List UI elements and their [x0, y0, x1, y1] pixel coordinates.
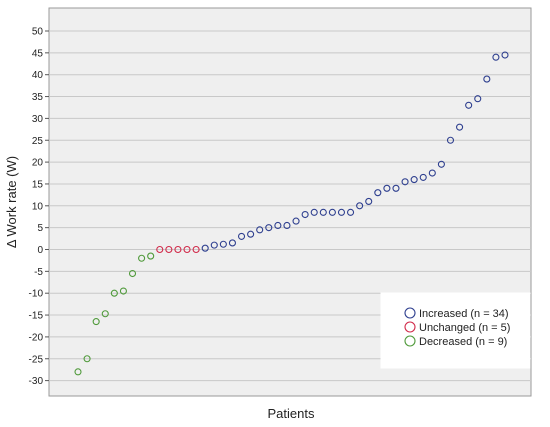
data-point: [156, 245, 164, 254]
data-point: [147, 252, 155, 260]
legend: Increased (n = 34) Unchanged (n = 5) Decre…: [380, 292, 531, 369]
data-point: [74, 368, 82, 376]
data-points: [74, 51, 509, 376]
data-point: [228, 239, 236, 247]
legend-marker: [404, 335, 416, 347]
data-point: [165, 245, 173, 254]
legend-label: Increased (n = 34): [419, 308, 509, 320]
data-point: [356, 202, 364, 210]
data-point: [247, 230, 255, 238]
data-point: [501, 51, 509, 59]
y-tick-label: 15: [32, 179, 44, 190]
legend-label: Decreased (n = 9): [419, 336, 507, 348]
y-tick-label: 50: [32, 27, 44, 38]
data-point: [410, 176, 418, 184]
legend-marker: [404, 321, 416, 333]
y-tick-label: -10: [29, 289, 44, 300]
data-point: [483, 75, 491, 83]
y-axis-title: Δ Work rate (W): [4, 156, 19, 248]
data-point: [138, 254, 146, 262]
data-point: [337, 208, 346, 216]
data-point: [419, 173, 427, 181]
data-point: [237, 232, 246, 240]
y-tick-label: 40: [32, 70, 44, 81]
legend-label: Unchanged (n = 5): [419, 322, 510, 334]
legend-marker: [404, 307, 416, 319]
data-point: [83, 355, 91, 363]
data-point: [383, 184, 391, 192]
data-point: [256, 226, 264, 234]
y-tick-label: -15: [29, 311, 44, 322]
data-point: [301, 210, 309, 219]
data-point: [174, 245, 182, 254]
data-point: [110, 289, 118, 297]
data-point: [310, 208, 318, 216]
data-point: [128, 269, 137, 278]
data-point: [328, 208, 336, 216]
y-tick-label: 0: [37, 245, 43, 256]
grid: [49, 30, 531, 382]
data-point: [183, 245, 191, 254]
y-tick-label: 5: [37, 223, 43, 234]
data-point: [283, 221, 291, 230]
data-point: [192, 245, 200, 254]
data-point: [446, 136, 455, 144]
data-point: [265, 224, 273, 232]
data-point: [92, 318, 100, 326]
data-point: [374, 189, 382, 197]
y-tick-label: 35: [32, 92, 44, 103]
data-point: [319, 208, 327, 216]
y-tick-label: -5: [34, 267, 43, 278]
data-point: [219, 240, 227, 248]
data-point: [474, 95, 482, 103]
data-point: [437, 160, 445, 168]
data-point: [465, 101, 473, 109]
data-point: [210, 241, 218, 249]
y-tick-label: 25: [32, 136, 44, 147]
data-point: [392, 184, 400, 192]
data-point: [274, 221, 282, 230]
y-tick-label: -20: [29, 332, 44, 343]
y-tick-label: 20: [32, 158, 44, 169]
y-tick-label: 30: [32, 114, 44, 125]
y-tick-label: -25: [29, 354, 44, 365]
data-point: [292, 217, 300, 225]
data-point: [201, 244, 209, 252]
data-point: [428, 169, 436, 177]
data-point: [119, 287, 127, 295]
data-point: [492, 53, 500, 61]
data-point: [401, 178, 409, 186]
data-point: [365, 197, 373, 205]
y-tick-label: 10: [32, 201, 44, 212]
y-tick-label: 45: [32, 48, 44, 59]
data-point: [101, 310, 109, 318]
x-axis-title: Patients: [268, 406, 315, 421]
y-tick-label: -30: [29, 376, 44, 387]
data-point: [456, 123, 464, 131]
data-point: [347, 208, 355, 216]
